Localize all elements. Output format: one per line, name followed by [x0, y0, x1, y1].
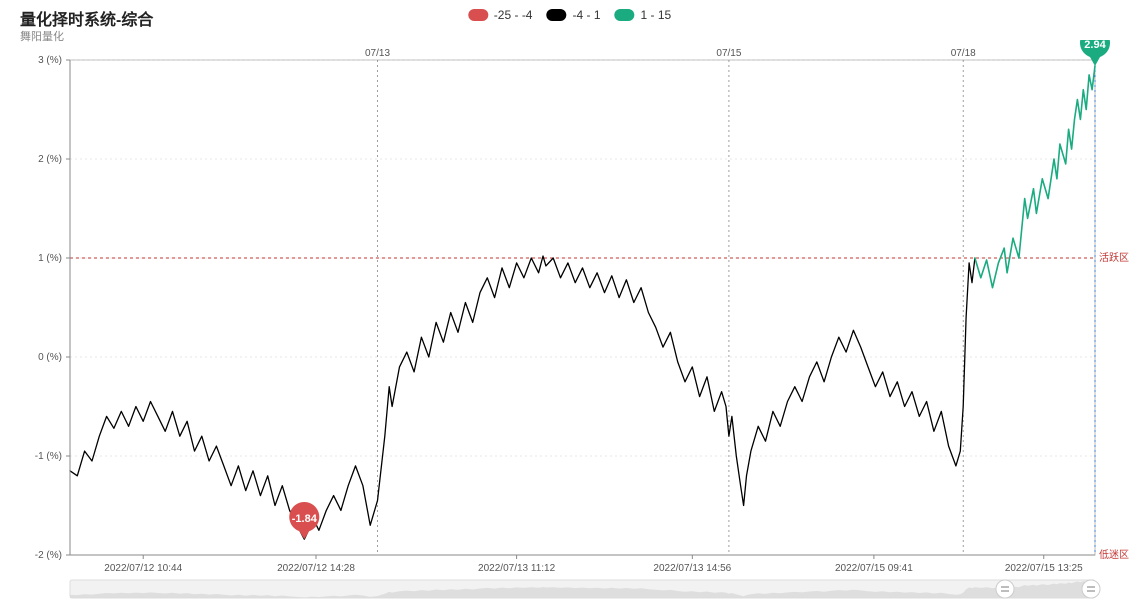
legend-label: -25 - -4: [494, 8, 533, 22]
legend-label: 1 - 15: [641, 8, 672, 22]
svg-text:2022/07/15 09:41: 2022/07/15 09:41: [835, 563, 913, 574]
svg-text:2022/07/13 14:56: 2022/07/13 14:56: [653, 563, 731, 574]
datazoom-handle[interactable]: [1082, 580, 1100, 598]
chart-svg: -2 (%) -1 (%) 0 (%) 1 (%) 2 (%) 3 (%) 2022/07/…: [0, 40, 1139, 600]
svg-text:1 (%): 1 (%): [38, 253, 62, 264]
datazoom-handle[interactable]: [996, 580, 1014, 598]
svg-text:2 (%): 2 (%): [38, 154, 62, 165]
chart-title: 量化择时系统-综合: [20, 6, 153, 30]
svg-text:2022/07/15 13:25: 2022/07/15 13:25: [1005, 563, 1083, 574]
svg-text:3 (%): 3 (%): [38, 55, 62, 66]
svg-text:低迷区: 低迷区: [1099, 548, 1129, 561]
svg-text:07/13: 07/13: [365, 48, 390, 59]
legend-swatch: [546, 9, 566, 21]
svg-text:2022/07/13 11:12: 2022/07/13 11:12: [478, 563, 556, 574]
svg-text:活跃区: 活跃区: [1099, 252, 1129, 264]
svg-text:2.94: 2.94: [1084, 40, 1106, 51]
legend-item[interactable]: -4 - 1: [546, 8, 600, 22]
legend-label: -4 - 1: [572, 8, 600, 22]
svg-text:2022/07/12 10:44: 2022/07/12 10:44: [104, 563, 182, 574]
legend-item[interactable]: 1 - 15: [615, 8, 672, 22]
legend-item[interactable]: -25 - -4: [468, 8, 533, 22]
svg-text:07/18: 07/18: [951, 48, 976, 59]
legend-swatch: [615, 9, 635, 21]
svg-text:-1 (%): -1 (%): [35, 451, 62, 462]
svg-text:-1.84: -1.84: [292, 513, 318, 525]
svg-text:2022/07/12 14:28: 2022/07/12 14:28: [277, 563, 355, 574]
svg-text:0 (%): 0 (%): [38, 352, 62, 363]
chart-area[interactable]: -2 (%)-1 (%)0 (%)1 (%)2 (%)3 (%)2022/07/…: [0, 40, 1139, 560]
svg-text:07/15: 07/15: [716, 48, 741, 59]
legend: -25 - -4 -4 - 1 1 - 15: [468, 8, 671, 22]
legend-swatch: [468, 9, 488, 21]
svg-text:-2 (%): -2 (%): [35, 550, 62, 561]
